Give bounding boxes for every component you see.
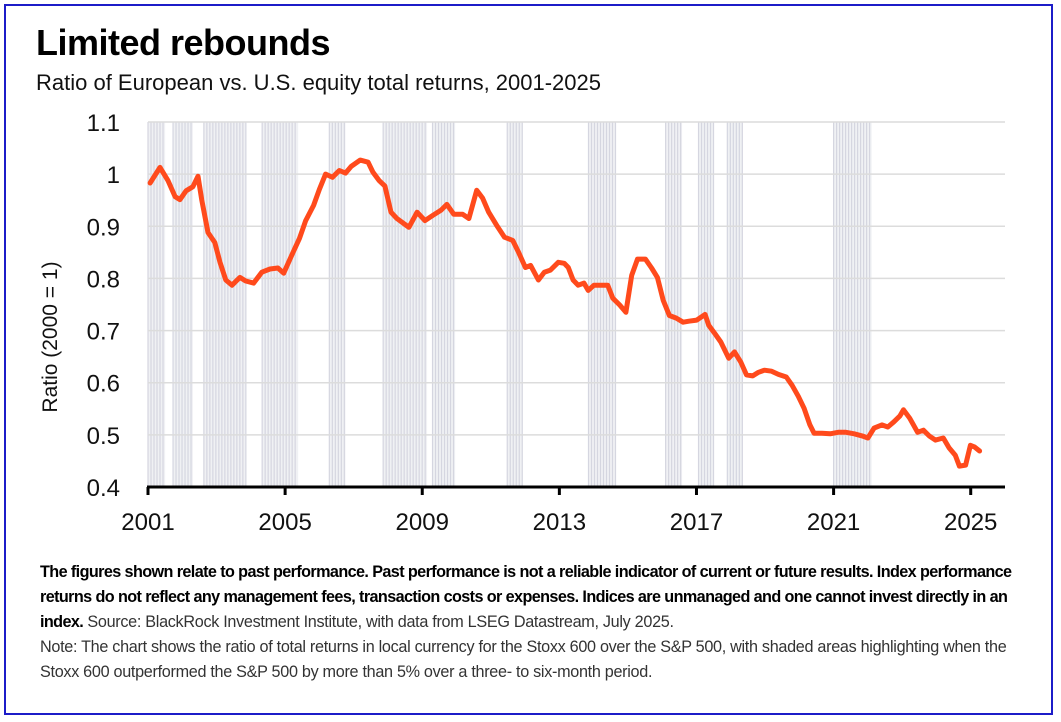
- shaded-period: [328, 122, 346, 487]
- shaded-period-fill: [588, 122, 616, 487]
- x-tick-label: 2017: [670, 509, 723, 536]
- y-tick-label: 1: [107, 162, 120, 189]
- line-chart: 2001 2005 2009 2013 2017 2021 2025 0.40.50.60.…: [39, 110, 1005, 536]
- shaded-period: [726, 122, 743, 487]
- x-axis: 2001 2005 2009 2013 2017 2021 2025: [121, 485, 1005, 536]
- x-tick-label: 2021: [807, 509, 860, 536]
- shaded-period: [665, 122, 683, 487]
- chart-title: Limited rebounds: [36, 22, 331, 63]
- series-line: [147, 157, 983, 469]
- shaded-period: [506, 122, 523, 487]
- source-text: Source: BlackRock Investment Institute, …: [83, 613, 674, 631]
- x-tick-label: 2009: [396, 509, 449, 536]
- y-tick-label: 1.1: [87, 110, 120, 137]
- series-layer: [147, 157, 983, 469]
- shaded-period: [172, 122, 193, 487]
- shaded-periods: [147, 122, 872, 487]
- y-axis-label: Ratio (2000 = 1): [39, 261, 62, 412]
- y-tick-label: 0.7: [87, 319, 120, 346]
- y-axis-tick-labels: 0.4 0.5 0.6 0.7 0.8 0.9 1 1.1: [87, 110, 120, 502]
- shaded-period-fill: [698, 122, 714, 487]
- y-tick-label: 0.9: [87, 214, 120, 241]
- x-tick-label: 2005: [258, 509, 311, 536]
- shaded-period: [203, 122, 247, 487]
- y-tick-label: 0.6: [87, 371, 120, 398]
- shaded-period: [382, 122, 428, 487]
- gridlines: [148, 121, 1005, 436]
- x-tick-label: 2013: [533, 509, 586, 536]
- shaded-period-fill: [507, 122, 523, 487]
- shaded-period: [697, 122, 715, 487]
- y-tick-label: 0.8: [87, 266, 120, 293]
- disclaimer-text: The figures shown relate to past perform…: [40, 563, 1012, 631]
- footnote: The figures shown relate to past perform…: [40, 560, 1030, 685]
- chart-subtitle: Ratio of European vs. U.S. equity total …: [36, 70, 601, 95]
- x-tick-label: 2025: [944, 509, 997, 536]
- shaded-period: [832, 122, 872, 487]
- note-text: Note: The chart shows the ratio of total…: [40, 638, 1007, 681]
- shaded-period-fill: [727, 122, 743, 487]
- shaded-period: [587, 122, 617, 487]
- chart-frame: [4, 4, 1053, 715]
- x-tick-label: 2001: [121, 509, 174, 536]
- shaded-period: [261, 122, 299, 487]
- y-tick-label: 0.5: [87, 423, 120, 450]
- y-tick-label: 0.4: [87, 475, 120, 502]
- shaded-period: [431, 122, 456, 487]
